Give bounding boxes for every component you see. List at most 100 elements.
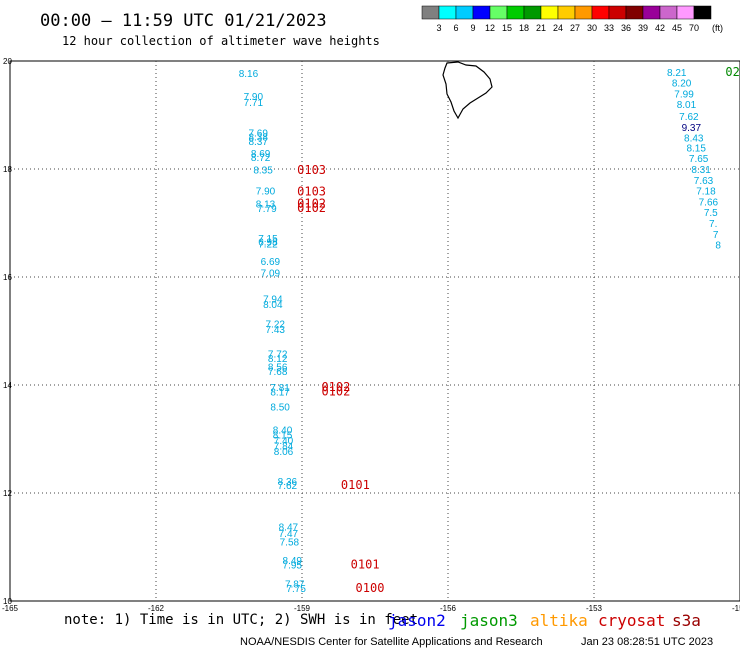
legend-entry-altika: altika xyxy=(530,611,588,630)
colorbar-swatch xyxy=(557,5,576,20)
swh-point: 7.66 xyxy=(699,197,719,208)
note-text: note: 1) Time is in UTC; 2) SWH is in fe… xyxy=(64,612,418,628)
swh-point: 6.98 xyxy=(258,237,278,248)
credit-text: NOAA/NESDIS Center for Satellite Applica… xyxy=(240,636,543,648)
y-tick-label: 20 xyxy=(3,57,12,66)
legend-entry-jason3: jason3 xyxy=(460,611,518,630)
colorbar-level: 12 xyxy=(485,23,495,33)
colorbar-level: 33 xyxy=(604,23,614,33)
swh-point: 8.37 xyxy=(248,137,268,148)
colorbar: 3 6 9 12 15 18 21 24 27 30 33 36 39 42 45 70 xyxy=(421,5,712,33)
swh-point: 8.21 xyxy=(667,68,687,79)
swh-point: 7.69 xyxy=(248,128,268,139)
x-tick-label: -153 xyxy=(586,604,603,613)
colorbar-level: 70 xyxy=(689,23,699,33)
colorbar-swatch xyxy=(523,5,542,20)
time-label: 0101 xyxy=(341,478,370,492)
island-outline xyxy=(442,61,493,120)
swh-point: 7.18 xyxy=(696,187,716,198)
swh-point: 7.47 xyxy=(279,529,299,540)
swh-point: 7.22 xyxy=(258,240,278,251)
swh-point: 7.62 xyxy=(278,481,298,492)
swh-point: 7.84 xyxy=(274,441,294,452)
colorbar-level: 3 xyxy=(436,23,441,33)
swh-point: 8.40 xyxy=(273,425,293,436)
y-tick-label: 14 xyxy=(3,381,12,390)
swh-point: 8.72 xyxy=(251,153,271,164)
swh-point: 8.43 xyxy=(684,134,704,145)
x-tick-label: -159 xyxy=(294,604,311,613)
colorbar-level: 24 xyxy=(553,23,563,33)
swh-point: 7.79 xyxy=(257,204,277,215)
swh-point: 7.95 xyxy=(283,560,303,571)
swh-point: 8.16 xyxy=(239,69,259,80)
swh-point: 7.65 xyxy=(689,154,709,165)
chart-title: 00:00 – 11:59 UTC 01/21/2023 xyxy=(40,11,327,31)
swh-point: 8.17 xyxy=(270,387,290,398)
swh-point: 8.06 xyxy=(274,447,294,458)
swh-point: 7.43 xyxy=(265,325,285,336)
swh-point: 8.12 xyxy=(268,354,288,365)
x-tick-label: -162 xyxy=(148,604,165,613)
timestamp-text: Jan 23 08:28:51 UTC 2023 xyxy=(581,636,713,648)
colorbar-level: 45 xyxy=(672,23,682,33)
time-label: 0102 xyxy=(297,201,326,215)
x-tick-label: -156 xyxy=(440,604,457,613)
legend-entry-cryosat: cryosat xyxy=(598,611,665,630)
swh-point: 7.81 xyxy=(270,383,290,394)
y-tick-labels: 20 18 16 14 12 10 xyxy=(3,57,12,606)
swh-point: 7.62 xyxy=(679,112,699,123)
colorbar-swatch xyxy=(472,5,491,20)
colorbar-swatch xyxy=(642,5,661,20)
y-tick-label: 10 xyxy=(3,597,12,606)
swh-point: 7.40 xyxy=(274,436,294,447)
swh-point: 7.09 xyxy=(261,269,281,280)
swh-point: 8.50 xyxy=(270,403,290,414)
grid-lines xyxy=(10,61,740,601)
swh-point: 8.15 xyxy=(686,143,706,154)
swh-point: 8 xyxy=(715,241,721,252)
swh-point: 8.49 xyxy=(283,556,303,567)
swh-point: 9.37 xyxy=(682,123,702,134)
colorbar-swatch xyxy=(455,5,474,20)
swh-point: 7.90 xyxy=(244,92,264,103)
y-tick-label: 18 xyxy=(3,165,12,174)
swh-point: 7.90 xyxy=(256,187,276,198)
colorbar-level: 42 xyxy=(655,23,665,33)
x-tick-labels: -165 -162 -159 -156 -153 -150 xyxy=(2,604,740,613)
time-label: 0102 xyxy=(321,380,350,394)
swh-point: 8.69 xyxy=(251,149,271,160)
time-label: 0102 xyxy=(321,384,350,398)
satellite-legend: jason2 jason3 altika cryosat s3a xyxy=(388,611,701,630)
y-tick-label: 12 xyxy=(3,489,12,498)
colorbar-swatch xyxy=(506,5,525,20)
time-label: 0100 xyxy=(356,581,385,595)
swh-point: 8.31 xyxy=(691,165,711,176)
time-label: 0102 xyxy=(297,197,326,211)
swh-point: 7.5 xyxy=(704,208,718,219)
x-tick-label: -150 xyxy=(732,604,740,613)
time-label: 0101 xyxy=(351,557,380,571)
swh-point: 8.13 xyxy=(256,200,276,211)
swh-point: 8.04 xyxy=(263,300,283,311)
swh-point: 7. xyxy=(709,219,717,230)
colorbar-level: 30 xyxy=(587,23,597,33)
swh-point: 8.01 xyxy=(677,100,697,111)
swh-point: 8.35 xyxy=(253,166,273,177)
colorbar-swatch xyxy=(608,5,627,20)
time-label: 0103 xyxy=(297,185,326,199)
time-labels: 0103010301020102010201020101010101000235… xyxy=(297,65,740,595)
swh-point: 8.36 xyxy=(278,477,298,488)
colorbar-level: 18 xyxy=(519,23,529,33)
colorbar-level: 6 xyxy=(453,23,458,33)
colorbar-swatch xyxy=(421,5,440,20)
y-tick-label: 16 xyxy=(3,273,12,282)
chart-subtitle: 12 hour collection of altimeter wave hei… xyxy=(62,34,380,48)
colorbar-swatch xyxy=(540,5,559,20)
swh-point: 8.56 xyxy=(268,363,288,374)
swh-point: 8.38 xyxy=(248,133,268,144)
swh-point: 7.15 xyxy=(258,234,278,245)
x-tick-label: -165 xyxy=(2,604,19,613)
swh-point: 7.75 xyxy=(286,584,306,595)
colorbar-swatch xyxy=(625,5,644,20)
